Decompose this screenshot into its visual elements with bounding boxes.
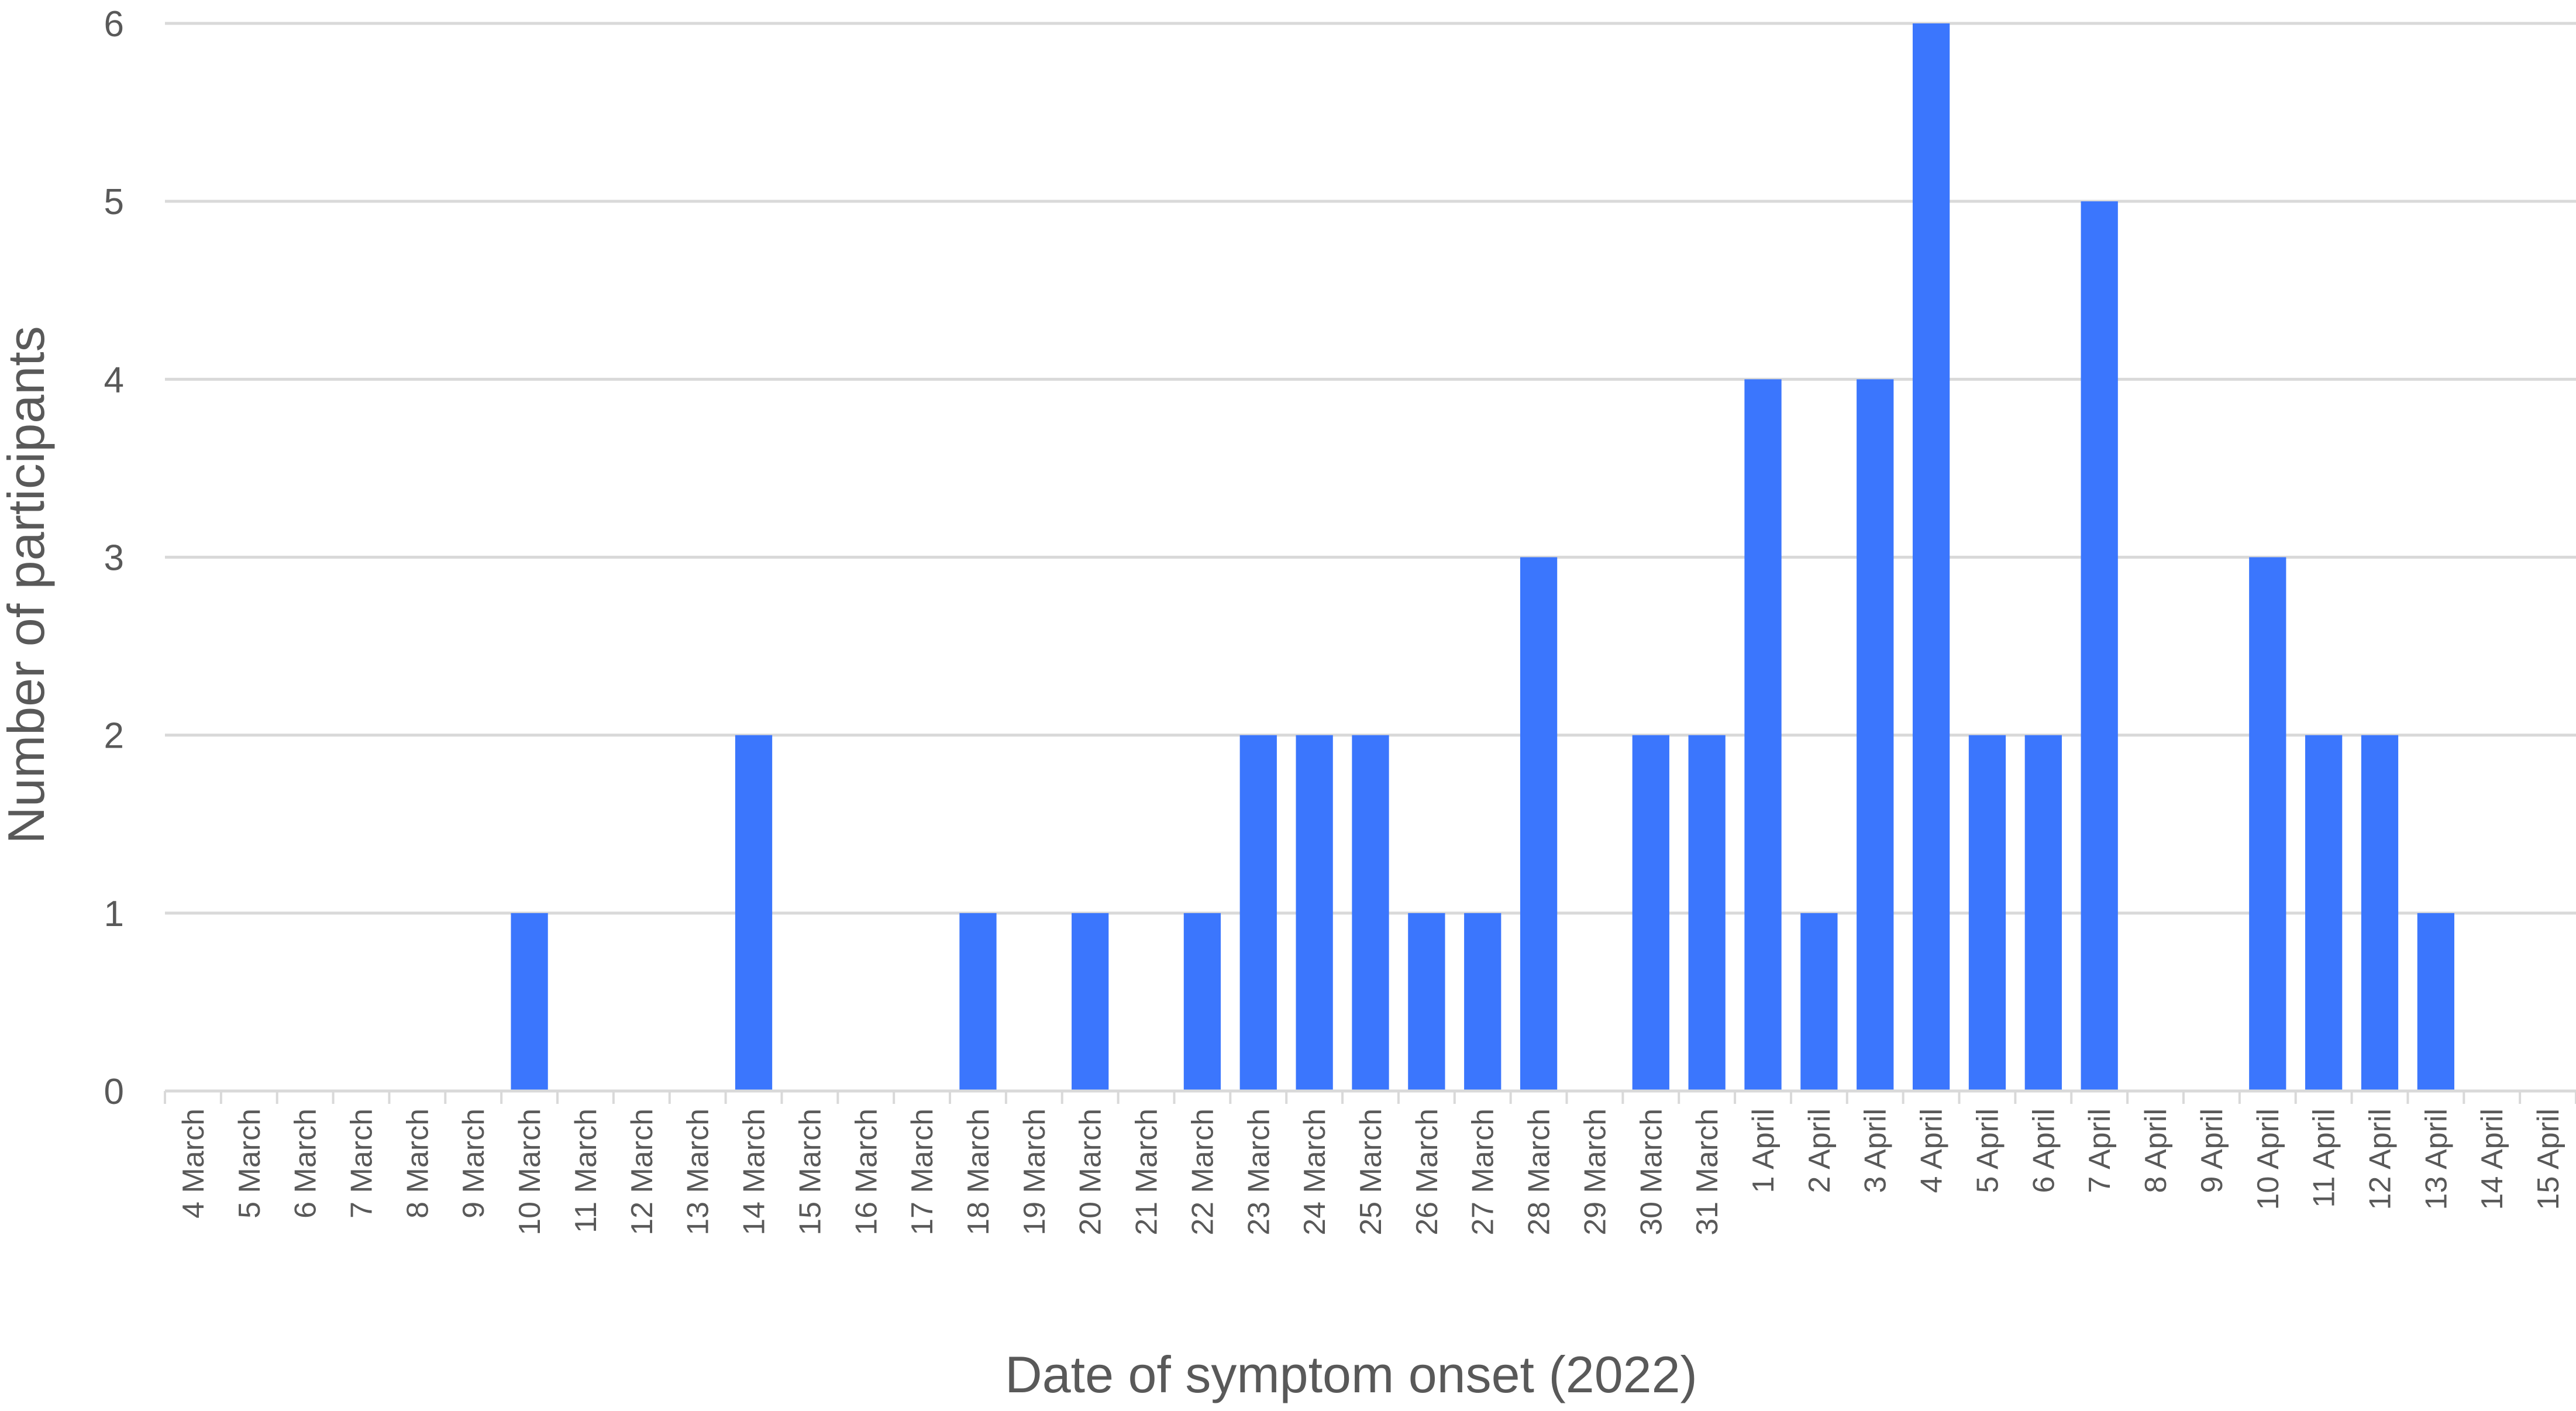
bar — [1296, 735, 1333, 1091]
x-tick-label: 13 April — [2419, 1109, 2453, 1210]
y-tick-label: 0 — [104, 1072, 124, 1112]
bar — [1352, 735, 1389, 1091]
x-tick-label: 1 April — [1747, 1109, 1781, 1193]
x-tick-label: 25 March — [1354, 1109, 1388, 1236]
x-tick-label: 15 March — [793, 1109, 827, 1236]
x-tick-label: 21 March — [1130, 1109, 1164, 1236]
y-tick-label: 4 — [104, 360, 124, 400]
x-tick-label: 8 April — [2139, 1109, 2173, 1193]
x-tick-label: 10 April — [2251, 1109, 2285, 1210]
x-tick-label: 6 April — [2027, 1109, 2061, 1193]
x-axis-title: Date of symptom onset (2022) — [1005, 1345, 1697, 1403]
x-tick-label: 8 March — [401, 1109, 435, 1219]
x-tick-label: 15 April — [2532, 1109, 2565, 1210]
bar — [2417, 913, 2454, 1091]
bar — [1744, 379, 1782, 1092]
bar — [1464, 913, 1501, 1091]
x-tick-label: 31 March — [1690, 1109, 1724, 1236]
bar — [1688, 735, 1726, 1091]
x-tick-label: 13 March — [681, 1109, 715, 1236]
y-tick-label: 1 — [104, 894, 124, 934]
gridlines — [165, 22, 2576, 915]
x-tick-label: 16 March — [849, 1109, 883, 1236]
y-tick-labels: 0 1 2 3 4 5 6 — [104, 4, 124, 1112]
x-tick-label: 14 March — [738, 1109, 772, 1236]
bar — [1857, 379, 1894, 1092]
x-tick-label: 22 March — [1186, 1109, 1220, 1236]
x-tick-label: 23 March — [1242, 1109, 1276, 1236]
bar — [1520, 557, 1558, 1091]
bar — [2081, 201, 2118, 1092]
x-tick-label: 4 March — [177, 1109, 211, 1219]
bar — [1800, 913, 1838, 1091]
x-tick-label: 11 April — [2308, 1109, 2341, 1208]
bar — [1072, 913, 1109, 1091]
bar — [2249, 557, 2286, 1091]
x-tick-labels: 4 March 5 March 6 March 7 March 8 March 9 Mar… — [177, 1109, 2565, 1236]
x-tick-label: 28 March — [1523, 1109, 1556, 1236]
x-tick-label: 19 March — [1018, 1109, 1052, 1236]
bar — [1968, 735, 2006, 1091]
x-tick-label: 20 March — [1074, 1109, 1108, 1236]
y-tick-label: 3 — [104, 538, 124, 579]
x-tick-label: 10 March — [513, 1109, 547, 1236]
x-tick-label: 9 April — [2195, 1109, 2229, 1193]
bar — [1408, 913, 1445, 1091]
bars — [511, 23, 2454, 1092]
x-tick-label: 5 March — [233, 1109, 267, 1219]
x-tick-label: 30 March — [1634, 1109, 1668, 1236]
bar — [735, 735, 773, 1091]
x-axis — [164, 1089, 2576, 1104]
y-axis-title: Number of participants — [0, 326, 55, 844]
bar — [2305, 735, 2343, 1091]
x-tick-label: 26 March — [1410, 1109, 1444, 1236]
x-tick-label: 29 March — [1578, 1109, 1612, 1236]
x-tick-label: 9 March — [457, 1109, 491, 1219]
x-tick-label: 7 March — [345, 1109, 379, 1219]
x-tick-label: 17 March — [905, 1109, 939, 1236]
y-tick-label: 6 — [104, 4, 124, 44]
x-tick-label: 12 March — [625, 1109, 659, 1236]
bar — [1239, 735, 1277, 1091]
bar — [511, 913, 548, 1091]
x-tick-label: 14 April — [2475, 1109, 2509, 1210]
bar — [2024, 735, 2062, 1091]
x-tick-label: 2 April — [1803, 1109, 1837, 1193]
bar — [1183, 913, 1221, 1091]
bar — [959, 913, 997, 1091]
x-tick-label: 4 April — [1915, 1109, 1949, 1193]
y-tick-label: 2 — [104, 716, 124, 756]
bar — [2361, 735, 2399, 1091]
x-tick-label: 24 March — [1298, 1109, 1332, 1236]
x-tick-label: 18 March — [962, 1109, 996, 1236]
x-tick-label: 3 April — [1859, 1109, 1893, 1193]
bar — [1912, 23, 1950, 1091]
x-tick-label: 7 April — [2083, 1109, 2117, 1193]
x-tick-label: 5 April — [1971, 1109, 2005, 1193]
x-tick-label: 27 March — [1466, 1109, 1500, 1236]
x-tick-label: 11 March — [569, 1109, 603, 1233]
y-tick-label: 5 — [104, 182, 124, 222]
bar — [1632, 735, 1669, 1091]
x-tick-label: 6 March — [289, 1109, 323, 1219]
x-tick-label: 12 April — [2363, 1109, 2397, 1210]
